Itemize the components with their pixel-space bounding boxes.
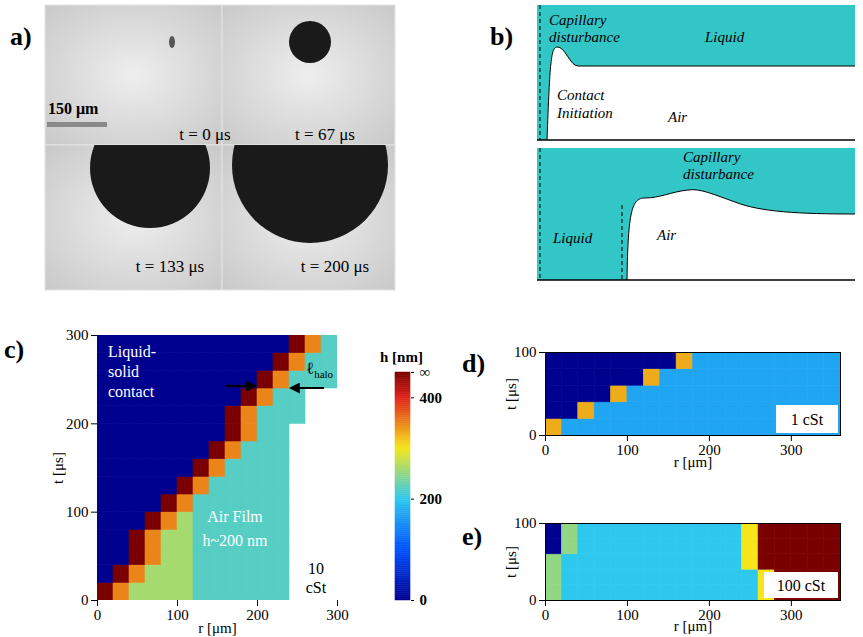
svg-text:200: 200 xyxy=(66,416,89,432)
svg-text:t = 0 μs: t = 0 μs xyxy=(179,125,230,144)
svg-text:c): c) xyxy=(4,335,24,364)
svg-text:t [μs]: t [μs] xyxy=(503,378,519,410)
svg-text:r [μm]: r [μm] xyxy=(674,454,712,470)
svg-text:t = 67 μs: t = 67 μs xyxy=(295,125,355,144)
svg-text:Air: Air xyxy=(656,227,676,243)
svg-text:0: 0 xyxy=(420,592,428,608)
svg-text:150 μm: 150 μm xyxy=(48,100,99,118)
svg-text:Contact: Contact xyxy=(557,87,605,103)
svg-text:disturbance: disturbance xyxy=(683,166,754,182)
svg-text:100: 100 xyxy=(616,607,639,623)
svg-text:200: 200 xyxy=(698,607,721,624)
svg-text:Initiation: Initiation xyxy=(556,105,613,121)
svg-text:contact: contact xyxy=(108,383,155,400)
svg-text:h~200 nm: h~200 nm xyxy=(202,532,268,549)
svg-text:t [μs]: t [μs] xyxy=(50,452,66,484)
svg-text:300: 300 xyxy=(780,607,803,623)
svg-text:100: 100 xyxy=(514,344,537,360)
svg-text:0: 0 xyxy=(94,607,102,623)
svg-text:solid: solid xyxy=(108,363,139,380)
svg-text:100: 100 xyxy=(166,607,189,623)
svg-text:100: 100 xyxy=(514,515,537,531)
svg-text:1 cSt: 1 cSt xyxy=(791,411,824,428)
svg-text:Capillary: Capillary xyxy=(683,149,741,165)
svg-text:a): a) xyxy=(10,22,32,51)
svg-text:Liquid: Liquid xyxy=(552,230,593,246)
svg-text:Air: Air xyxy=(667,109,687,125)
svg-text:200: 200 xyxy=(246,607,269,623)
svg-text:10: 10 xyxy=(308,560,324,577)
svg-text:0: 0 xyxy=(542,442,550,458)
svg-text:r [μm]: r [μm] xyxy=(674,618,712,634)
svg-text:100 cSt: 100 cSt xyxy=(777,577,826,594)
svg-text:400: 400 xyxy=(420,390,443,406)
svg-text:300: 300 xyxy=(66,327,89,343)
svg-text:disturbance: disturbance xyxy=(549,29,620,45)
svg-text:100: 100 xyxy=(66,504,89,520)
svg-text:b): b) xyxy=(490,22,513,51)
svg-text:ℓhalo: ℓhalo xyxy=(306,359,334,380)
svg-text:t = 133 μs: t = 133 μs xyxy=(136,257,204,276)
svg-text:0: 0 xyxy=(529,592,537,608)
svg-text:∞: ∞ xyxy=(420,364,431,380)
svg-text:h [nm]: h [nm] xyxy=(380,349,423,365)
svg-text:e): e) xyxy=(462,522,482,551)
svg-text:100: 100 xyxy=(616,442,639,458)
svg-text:0: 0 xyxy=(529,427,537,443)
svg-text:200: 200 xyxy=(420,491,443,507)
svg-text:cSt: cSt xyxy=(306,579,327,596)
svg-text:200: 200 xyxy=(698,442,721,459)
svg-text:Liquid-: Liquid- xyxy=(108,343,156,361)
svg-text:0: 0 xyxy=(542,607,550,623)
svg-text:Liquid: Liquid xyxy=(704,29,745,45)
svg-text:Capillary: Capillary xyxy=(549,12,607,28)
svg-text:0: 0 xyxy=(81,592,89,608)
svg-text:Air Film: Air Film xyxy=(207,508,263,525)
svg-text:t [μs]: t [μs] xyxy=(503,546,519,578)
svg-text:r [μm]: r [μm] xyxy=(198,620,236,636)
svg-text:300: 300 xyxy=(780,442,803,458)
svg-text:300: 300 xyxy=(326,607,349,623)
svg-text:t = 200 μs: t = 200 μs xyxy=(301,257,369,276)
svg-text:d): d) xyxy=(462,349,485,378)
